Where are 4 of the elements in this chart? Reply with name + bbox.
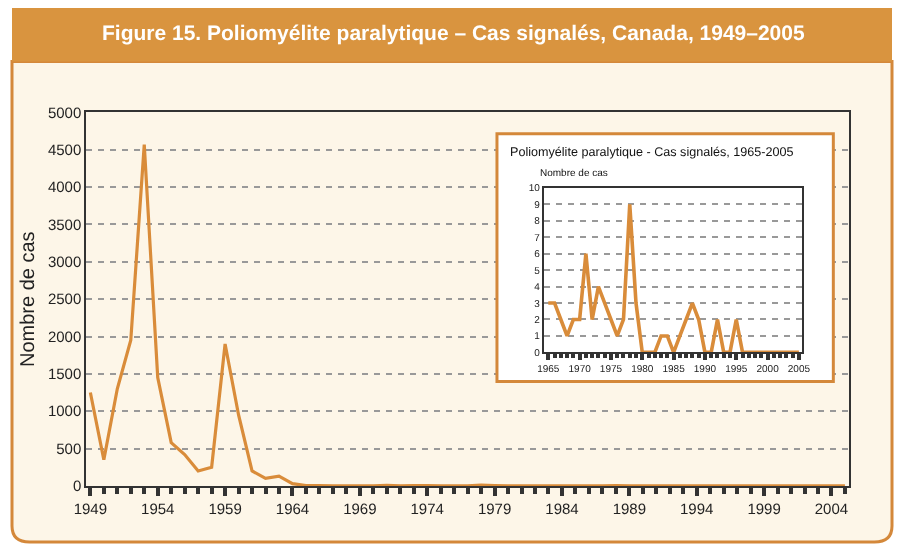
line-series (546, 202, 801, 353)
chart-title: Figure 15. Poliomyélite paralytique – Cas signalés, Canada, 1949–2005 (102, 22, 805, 46)
line-series (88, 143, 847, 486)
y-axis-title: Nombre de cas (17, 231, 40, 367)
